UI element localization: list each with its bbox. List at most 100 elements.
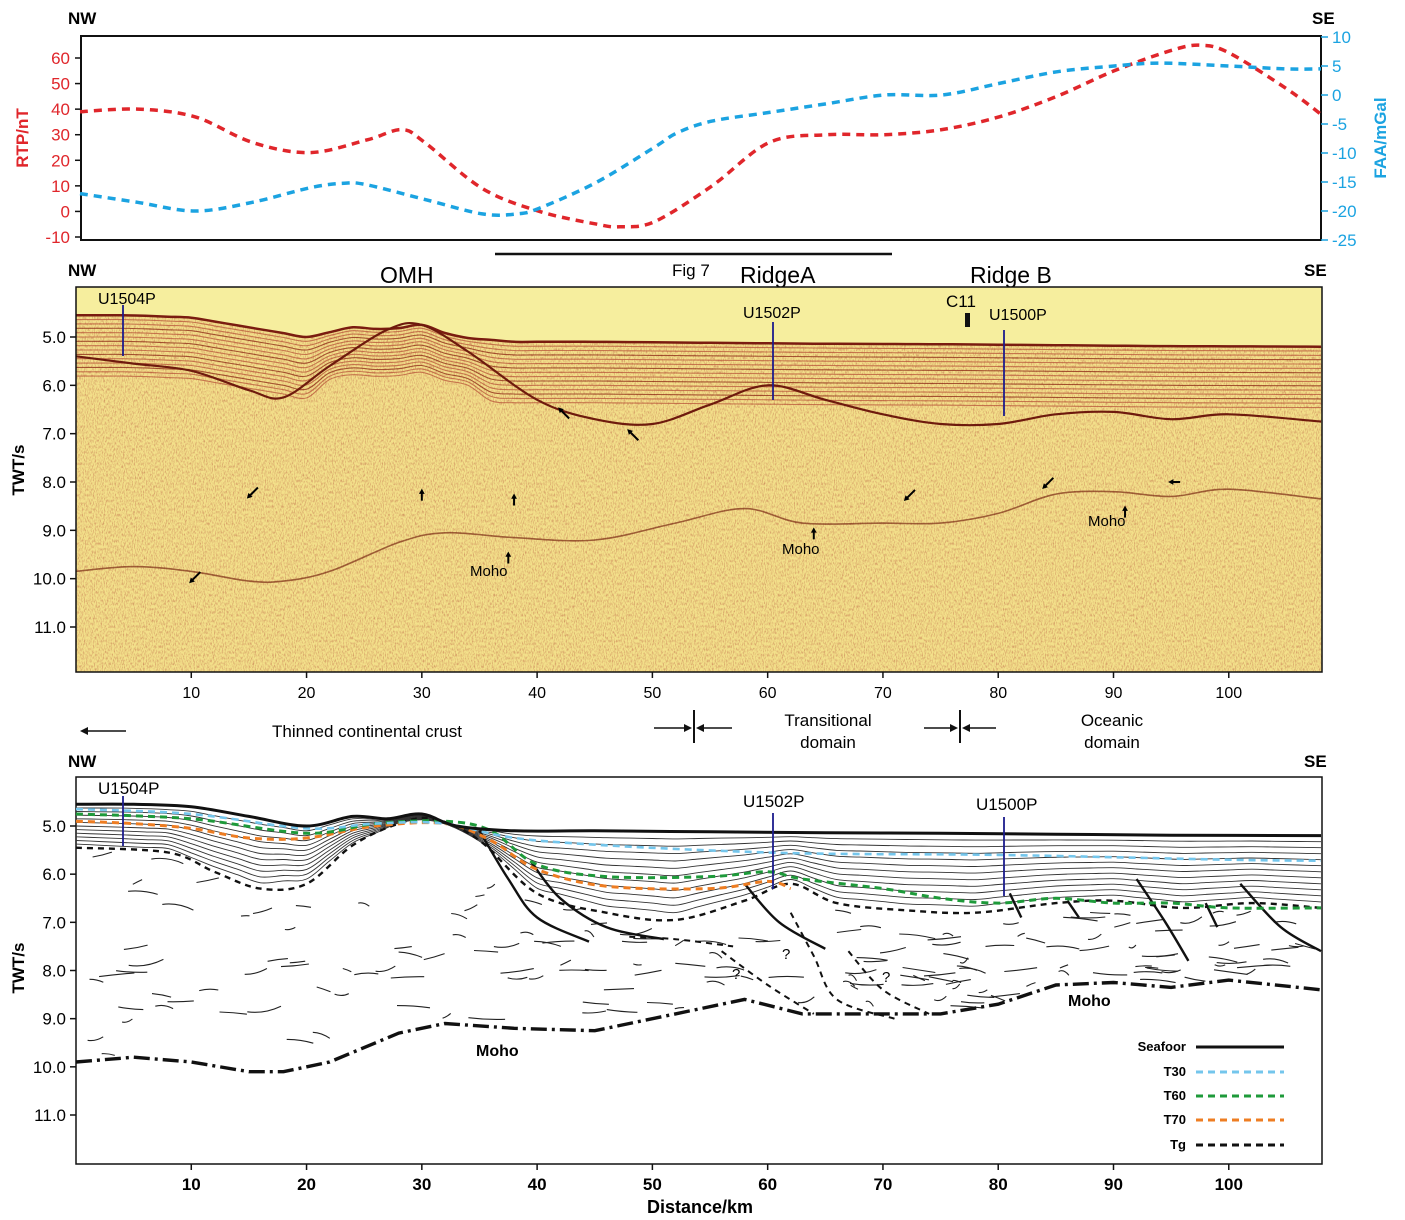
t70-horizon [75,819,792,891]
xTicksC-tick-label: 100 [1215,1175,1243,1194]
rtp-tick-label: 50 [51,75,70,94]
crustal-trace [860,925,882,929]
faa-tick-label: -5 [1332,115,1347,134]
sediment-reflector [76,361,1322,396]
moho-line [75,978,1322,1074]
sediment-reflector [76,371,1322,409]
crustal-trace [603,988,635,991]
crustal-trace [507,976,528,980]
crustal-trace [354,972,379,976]
moho-label-c1: Moho [476,1043,519,1060]
twt-c-tick-label: 10.0 [33,1058,66,1077]
normal-fault [530,861,665,941]
crustal-trace [1263,958,1289,964]
crustal-trace [101,1053,115,1056]
crustal-trace [1017,932,1025,937]
crustal-trace [928,976,954,983]
crustal-trace [219,1011,247,1015]
crustal-trace [542,940,575,944]
panel-c-frame [75,776,1323,1165]
sediment-reflector [76,353,1322,387]
tg-horizon [75,816,1322,922]
twt-b-tick-label: 11.0 [34,618,66,637]
normal-fault [1008,892,1023,919]
crustal-trace [943,953,969,960]
potential-field-panel: NW SE -10 0 10 20 30 40 50 60 -25 -20 -15 -10 -5 0 5 1… [13,9,1390,280]
crustal-trace [1063,916,1098,922]
panel-a-frame [80,35,1322,241]
crustal-trace [316,986,331,993]
xTicksC-tick-label: 70 [873,1175,892,1194]
crustal-trace [798,996,815,1004]
sediment-reflector [76,364,1322,400]
crustal-trace [674,939,685,947]
crustal-trace [740,975,754,981]
crustal-trace [1155,929,1183,932]
crustal-trace [879,946,906,954]
crustal-trace [1079,945,1110,952]
faa-axis: -25 -20 -15 -10 -5 0 5 10 [1320,28,1357,250]
crustal-trace [985,944,1015,947]
crustal-trace [709,951,723,959]
crustal-trace [1114,922,1131,928]
crustal-trace [151,857,184,865]
crustal-trace [1026,937,1046,944]
twt-c-tick-label: 5.0 [42,817,66,836]
twt-c-tick-label: 8.0 [42,962,66,981]
reflector-arrow-head [903,495,910,502]
reflector-arrow-head [189,577,195,584]
legend-seafloor-label: Seafoor [1138,1039,1186,1054]
xTicksB-tick-label: 70 [874,685,892,702]
crustal-trace [942,932,954,937]
crustal-trace [116,970,148,973]
crustal-trace [342,967,352,973]
crustal-trace [464,904,478,912]
sediment-layer-line [75,816,1322,869]
crustal-trace [1288,945,1305,948]
crustal-trace [1146,967,1178,972]
crustal-trace [923,972,956,977]
legend-t30-label: T30 [1164,1064,1186,1079]
crustal-trace [1246,968,1256,975]
panel-c-nw-label: NW [68,752,97,771]
crustal-trace [1128,944,1137,949]
crustal-trace [1236,910,1251,916]
crustal-trace [452,933,466,938]
crustal-trace [87,1036,104,1042]
crustal-trace [534,940,562,947]
crustal-trace [295,905,312,908]
crustal-trace [1214,964,1226,967]
crustal-trace [1070,916,1106,919]
sediment-reflector [76,332,1322,365]
question-mark-2: ? [782,946,790,963]
normal-fault [1239,882,1322,953]
legend-t60-label: T60 [1164,1088,1186,1103]
panel-b-distance-axis: 10 20 30 40 50 60 70 80 90 100 [182,672,1242,702]
crustal-trace [1046,945,1080,950]
xTicksC-tick-label: 80 [989,1175,1008,1194]
xTicksB-tick-label: 40 [528,685,546,702]
oceanic-label-2: domain [1084,733,1140,752]
crustal-trace [960,1001,985,1004]
crustal-trace [863,960,887,963]
crustal-trace [646,1001,673,1005]
crustal-reflector-traces [87,851,1316,1056]
reflector-arrows [189,407,1181,584]
crustal-trace [1026,982,1036,987]
moho-label-b1: Moho [470,563,508,580]
crustal-trace [99,972,135,978]
crustal-trace [1233,944,1260,949]
crustal-trace [196,877,220,884]
crustal-trace [755,939,781,943]
panel-b-se-label: SE [1304,261,1327,280]
sediment-reflector [76,349,1322,383]
sediment-layer-line [75,815,1322,862]
crustal-trace [621,940,648,943]
crustal-trace [913,974,926,982]
twt-b-tick-label: 6.0 [42,376,66,395]
faa-tick-label: 10 [1332,28,1351,47]
seafloor-line [75,802,1322,838]
crustal-trace [1236,964,1273,969]
crustal-trace [244,968,268,975]
xTicksC-tick-label: 90 [1104,1175,1123,1194]
